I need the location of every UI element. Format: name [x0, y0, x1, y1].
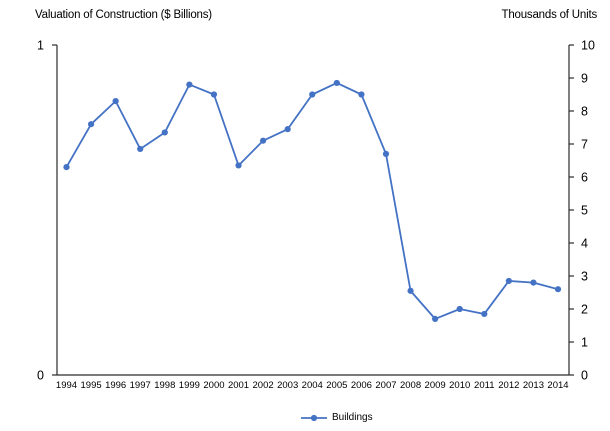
right-axis-tick-label: 4: [581, 237, 588, 251]
x-axis-tick-label: 1995: [81, 380, 102, 391]
right-axis-tick-label: 2: [581, 303, 588, 317]
right-axis-tick-label: 5: [581, 204, 588, 218]
right-axis-tick-label: 7: [581, 138, 588, 152]
legend-label: Buildings: [332, 412, 373, 423]
x-axis-tick-label: 2006: [351, 380, 372, 391]
x-axis-tick-label: 2009: [425, 380, 446, 391]
legend-line-marker-icon: [301, 414, 327, 421]
x-axis-tick-label: 2008: [400, 380, 421, 391]
data-point-marker: [432, 315, 439, 322]
right-axis-tick-label: 10: [581, 39, 595, 53]
x-axis-tick-label: 2010: [449, 380, 470, 391]
x-axis-tick-label: 1996: [105, 380, 126, 391]
data-point-marker: [530, 279, 537, 286]
x-axis-tick-label: 2001: [228, 380, 249, 391]
data-point-marker: [456, 305, 463, 313]
data-point-marker: [333, 79, 340, 87]
data-point-marker: [235, 162, 242, 169]
data-point-marker: [554, 286, 562, 293]
data-point-marker: [309, 91, 316, 98]
right-axis-title: Thousands of Units: [501, 9, 598, 21]
x-axis-tick-label: 2002: [253, 380, 274, 391]
x-axis-tick-label: 1998: [154, 380, 175, 391]
legend: Buildings: [301, 411, 373, 424]
data-point-marker: [284, 126, 291, 133]
data-point-marker: [358, 91, 365, 98]
left-axis-tick-label: 0: [37, 369, 44, 383]
left-axis-title: Valuation of Construction ($ Billions): [35, 9, 212, 21]
data-point-marker: [505, 277, 512, 285]
right-axis-tick-label: 9: [581, 72, 588, 86]
x-axis-tick-label: 2003: [277, 380, 298, 391]
x-axis-tick-label: 2000: [203, 380, 224, 391]
x-axis-tick-label: 2005: [326, 380, 347, 391]
data-point-marker: [63, 164, 70, 171]
x-axis-tick-label: 2004: [302, 380, 323, 391]
data-point-marker: [87, 121, 95, 128]
x-axis-tick-label: 1994: [56, 380, 77, 391]
right-axis-tick-label: 1: [581, 336, 588, 350]
right-axis-tick-label: 8: [581, 105, 588, 119]
series-line: [65, 82, 559, 320]
right-axis-tick-label: 0: [581, 369, 588, 383]
x-axis-tick-label: 2012: [498, 380, 519, 391]
data-point-marker: [161, 129, 168, 136]
right-axis-tick-label: 6: [581, 171, 588, 185]
data-point-marker: [137, 145, 144, 153]
data-point-marker: [481, 310, 488, 318]
x-axis-tick-label: 2007: [375, 380, 396, 391]
data-point-marker: [382, 150, 390, 157]
x-axis-tick-label: 2014: [547, 380, 568, 391]
x-axis-tick-label: 2013: [523, 380, 544, 391]
data-point-marker: [407, 287, 414, 294]
x-axis-tick-label: 2011: [474, 380, 494, 391]
data-point-marker: [112, 98, 119, 105]
left-axis-tick-label: 1: [37, 39, 44, 53]
x-axis-tick-label: 1997: [130, 380, 151, 391]
data-point-marker: [210, 91, 218, 98]
data-point-marker: [186, 81, 193, 88]
x-axis-tick-label: 1999: [179, 380, 200, 391]
right-axis-tick-label: 3: [581, 270, 588, 284]
data-point-marker: [260, 137, 267, 144]
